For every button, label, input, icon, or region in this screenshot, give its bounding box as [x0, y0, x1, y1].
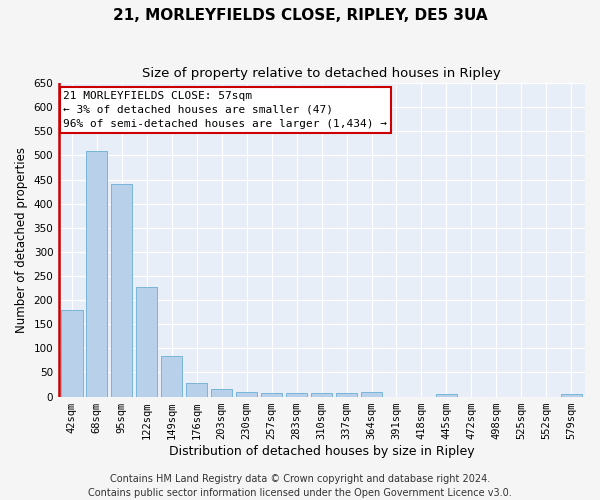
Text: Contains HM Land Registry data © Crown copyright and database right 2024.
Contai: Contains HM Land Registry data © Crown c… [88, 474, 512, 498]
Bar [361, 392, 382, 396]
Bar [286, 392, 307, 396]
Bar [136, 286, 157, 397]
Bar [86, 150, 107, 396]
X-axis label: Distribution of detached houses by size in Ripley: Distribution of detached houses by size … [169, 444, 475, 458]
Text: 21, MORLEYFIELDS CLOSE, RIPLEY, DE5 3UA: 21, MORLEYFIELDS CLOSE, RIPLEY, DE5 3UA [113, 8, 487, 22]
Bar [211, 390, 232, 396]
Title: Size of property relative to detached houses in Ripley: Size of property relative to detached ho… [142, 68, 501, 80]
Bar [261, 392, 282, 396]
Bar [161, 356, 182, 397]
Bar [436, 394, 457, 396]
Bar [311, 392, 332, 396]
Bar [336, 392, 357, 396]
Bar [61, 310, 83, 396]
Bar [111, 184, 133, 396]
Bar [560, 394, 582, 396]
Text: 21 MORLEYFIELDS CLOSE: 57sqm
← 3% of detached houses are smaller (47)
96% of sem: 21 MORLEYFIELDS CLOSE: 57sqm ← 3% of det… [64, 91, 388, 129]
Y-axis label: Number of detached properties: Number of detached properties [15, 147, 28, 333]
Bar [186, 383, 208, 396]
Bar [236, 392, 257, 396]
